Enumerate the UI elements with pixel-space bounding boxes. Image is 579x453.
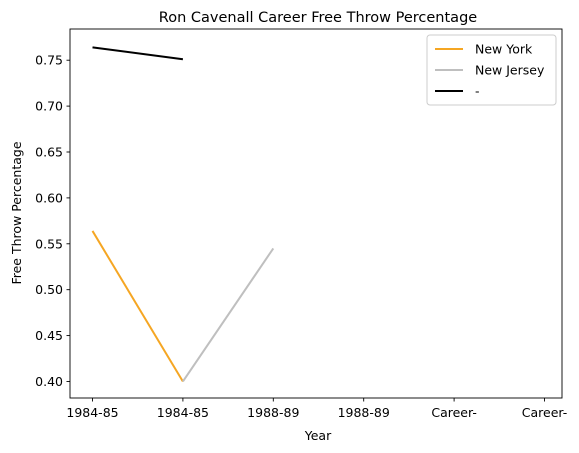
series-line-0 [91,230,184,382]
y-tick-label: 0.40 [35,374,63,389]
x-tick-label: 1988-89 [247,405,299,420]
y-tick-label: 0.45 [35,328,63,343]
y-tick-label: 0.65 [35,145,63,160]
series-lines [91,46,275,383]
y-axis: 0.40 0.45 0.50 0.55 0.60 0.65 0.70 0.75 [35,53,70,389]
x-tick-label: 1984-85 [157,405,209,420]
plot-frame [69,28,563,399]
legend-entry-1: New Jersey [475,63,545,78]
y-tick-label: 0.75 [35,53,63,68]
series-line-2 [92,46,184,61]
chart-title: Ron Cavenall Career Free Throw Percentag… [159,10,477,26]
legend-entry-0: New York [475,42,533,57]
x-axis-label: Year [304,428,332,443]
legend: New York New Jersey - [426,34,557,106]
series-line-1 [182,247,275,383]
x-axis: 1984-85 1984-85 1988-89 1988-89 Career- Caree… [66,398,567,420]
y-axis-label: Free Throw Percentage [9,141,24,284]
y-tick-label: 0.55 [35,236,63,251]
legend-entry-2: - [475,84,480,99]
x-tick-label: 1988-89 [338,405,390,420]
x-tick-label: Career- [431,405,476,420]
y-tick-label: 0.60 [35,190,63,205]
legend-box [426,34,557,106]
x-tick-label: 1984-85 [66,405,118,420]
x-tick-label: Career- [522,405,567,420]
y-tick-label: 0.70 [35,99,63,114]
y-tick-label: 0.50 [35,282,63,297]
